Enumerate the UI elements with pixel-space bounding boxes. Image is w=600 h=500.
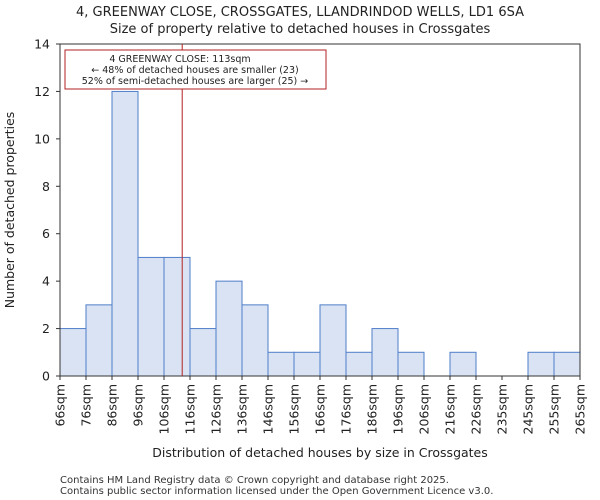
x-tick-label: 106sqm [157, 384, 172, 434]
bar-166sqm [319, 304, 347, 377]
bar-255sqm [553, 351, 581, 377]
y-axis-label: Number of detached properties [2, 112, 17, 309]
bar-126sqm [215, 280, 243, 377]
bar-96sqm [137, 256, 165, 377]
bar-186sqm [371, 328, 399, 377]
plot-frame [59, 43, 581, 377]
y-axis: 0 2 4 6 8 10 12 14 [34, 37, 60, 384]
y-tick-label: 0 [42, 369, 50, 384]
bar-156sqm [293, 351, 321, 377]
x-tick-label: 136sqm [235, 384, 250, 434]
x-tick-label: 86sqm [105, 384, 120, 427]
x-tick-label: 126sqm [209, 384, 224, 434]
y-tick-label: 6 [42, 226, 50, 241]
bar-106sqm [163, 256, 191, 377]
x-tick-label: 176sqm [339, 384, 354, 434]
bar-136sqm [241, 304, 269, 377]
bar-66sqm [59, 328, 87, 377]
x-tick-label: 96sqm [131, 384, 146, 427]
bar-146sqm [267, 351, 295, 377]
x-tick-label: 166sqm [313, 384, 328, 434]
x-tick-label: 206sqm [417, 384, 432, 434]
y-tick-label: 4 [42, 274, 50, 289]
bars-group [59, 90, 581, 377]
y-tick-label: 14 [34, 37, 50, 52]
bar-216sqm [449, 351, 477, 377]
x-axis: 66sqm 76sqm 86sqm 96sqm 106sqm 116sqm 126sqm 13… [53, 376, 588, 434]
x-tick-label: 265sqm [573, 384, 588, 434]
annotation-smaller: ← 48% of detached houses are smaller (23… [91, 65, 298, 76]
annotation-box: 4 GREENWAY CLOSE: 113sqm ← 48% of detach… [64, 49, 327, 90]
x-tick-label: 216sqm [443, 384, 458, 434]
x-tick-label: 255sqm [547, 384, 562, 434]
chart-subtitle: Size of property relative to detached ho… [110, 22, 491, 37]
x-tick-label: 66sqm [53, 384, 68, 427]
footer-line-1: Contains HM Land Registry data © Crown c… [60, 475, 449, 486]
x-tick-label: 245sqm [521, 384, 536, 434]
annotation-title: 4 GREENWAY CLOSE: 113sqm [109, 54, 250, 65]
x-tick-label: 226sqm [469, 384, 484, 434]
y-tick-label: 8 [42, 179, 50, 194]
annotation-larger: 52% of semi-detached houses are larger (… [82, 76, 309, 87]
y-tick-label: 10 [34, 131, 50, 146]
bar-116sqm [189, 328, 217, 377]
x-tick-label: 196sqm [391, 384, 406, 434]
x-axis-label: Distribution of detached houses by size … [152, 445, 488, 460]
bar-76sqm [85, 304, 113, 377]
bar-176sqm [345, 351, 373, 377]
bar-86sqm [111, 90, 139, 377]
x-tick-label: 76sqm [79, 384, 94, 427]
x-tick-label: 235sqm [495, 384, 510, 434]
chart-title: 4, GREENWAY CLOSE, CROSSGATES, LLANDRIND… [76, 5, 524, 20]
y-tick-label: 2 [42, 321, 50, 336]
y-tick-label: 12 [34, 84, 50, 99]
bar-196sqm [397, 351, 425, 377]
x-tick-label: 116sqm [183, 384, 198, 434]
bar-245sqm [527, 351, 555, 377]
footer-line-2: Contains public sector information licen… [60, 486, 493, 497]
x-tick-label: 186sqm [365, 384, 380, 434]
x-tick-label: 146sqm [261, 384, 276, 434]
x-tick-label: 156sqm [287, 384, 302, 434]
